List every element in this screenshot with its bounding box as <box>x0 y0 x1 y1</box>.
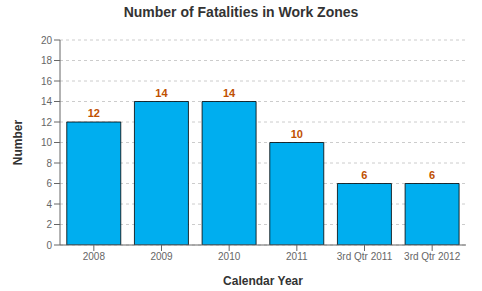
svg-text:4: 4 <box>46 199 52 210</box>
svg-text:8: 8 <box>46 158 52 169</box>
svg-text:Number: Number <box>11 120 25 166</box>
svg-text:14: 14 <box>155 87 168 99</box>
svg-text:3rd Qtr 2011: 3rd Qtr 2011 <box>337 251 393 262</box>
svg-text:3rd Qtr 2012: 3rd Qtr 2012 <box>404 251 461 262</box>
svg-text:2010: 2010 <box>218 251 241 262</box>
svg-text:2008: 2008 <box>83 251 106 262</box>
svg-text:2: 2 <box>46 219 52 230</box>
svg-text:12: 12 <box>88 107 100 119</box>
svg-text:0: 0 <box>46 240 52 251</box>
html-text:Number of Fatalities in Work Z: Number of Fatalities in Work Zones <box>123 4 359 20</box>
svg-text:14: 14 <box>41 96 53 107</box>
svg-text:20: 20 <box>41 35 53 46</box>
svg-text:6: 6 <box>429 169 435 181</box>
svg-text:12: 12 <box>41 117 53 128</box>
svg-text:2009: 2009 <box>150 251 173 262</box>
svg-text:Calendar Year: Calendar Year <box>223 274 303 288</box>
svg-text:6: 6 <box>46 178 52 189</box>
svg-text:14: 14 <box>223 87 236 99</box>
svg-text:10: 10 <box>291 128 303 140</box>
svg-text:10: 10 <box>41 137 53 148</box>
svg-text:18: 18 <box>41 55 53 66</box>
svg-text:6: 6 <box>361 169 367 181</box>
svg-text:16: 16 <box>41 76 53 87</box>
svg-text:2011: 2011 <box>286 251 308 262</box>
